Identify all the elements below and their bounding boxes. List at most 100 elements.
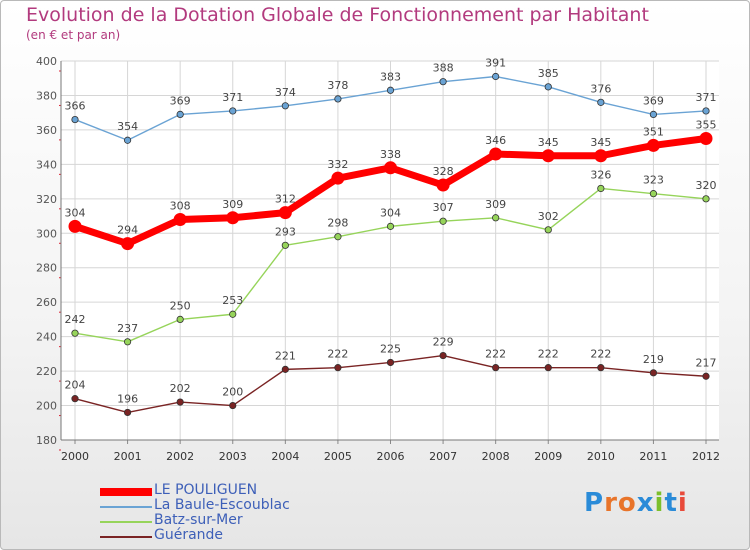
y-tick-label: 400	[36, 55, 57, 68]
data-point-guerande	[386, 358, 395, 367]
data-label-batz-sur-mer: 250	[170, 299, 191, 312]
data-label-le-pouliguen: 338	[380, 148, 401, 161]
y-tick-label: 240	[36, 331, 57, 344]
data-label-le-pouliguen: 332	[327, 158, 348, 171]
data-point-la-baule-escoublac	[386, 86, 395, 94]
data-point-le-pouliguen	[384, 161, 397, 175]
legend-label: La Baule-Escoublac	[154, 497, 290, 513]
data-label-batz-sur-mer: 307	[433, 201, 454, 214]
x-tick-label: 2011	[639, 450, 667, 463]
data-label-guerande: 219	[643, 353, 664, 366]
data-point-guerande	[176, 398, 184, 406]
data-label-la-baule-escoublac: 385	[538, 67, 559, 80]
legend-swatch	[100, 536, 152, 538]
data-point-le-pouliguen	[436, 178, 450, 192]
y-tick-label: 300	[36, 227, 57, 240]
data-label-guerande: 229	[433, 336, 454, 349]
data-label-batz-sur-mer: 237	[117, 322, 138, 335]
data-label-le-pouliguen: 345	[538, 136, 559, 149]
data-point-le-pouliguen	[489, 147, 503, 161]
data-point-guerande	[123, 408, 132, 417]
data-point-la-baule-escoublac	[702, 107, 710, 115]
data-label-guerande: 222	[538, 348, 559, 361]
data-point-la-baule-escoublac	[123, 136, 132, 144]
data-point-batz-sur-mer	[386, 222, 395, 230]
x-tick-label: 2007	[429, 450, 457, 463]
data-point-guerande	[649, 369, 658, 377]
data-point-batz-sur-mer	[229, 310, 237, 318]
data-label-batz-sur-mer: 242	[65, 313, 86, 326]
data-label-guerande: 217	[696, 356, 717, 369]
data-label-la-baule-escoublac: 371	[222, 91, 243, 104]
data-label-guerande: 200	[222, 386, 243, 399]
data-label-guerande: 222	[327, 348, 348, 361]
data-point-batz-sur-mer	[597, 184, 605, 193]
data-label-la-baule-escoublac: 374	[275, 86, 296, 99]
data-label-guerande: 222	[485, 348, 506, 361]
data-point-guerande	[439, 351, 447, 360]
data-label-le-pouliguen: 294	[117, 224, 138, 237]
x-tick-label: 2010	[587, 450, 615, 463]
data-label-le-pouliguen: 345	[590, 136, 611, 149]
chart-subtitle: (en € et par an)	[26, 28, 121, 42]
data-point-batz-sur-mer	[702, 195, 710, 203]
data-point-batz-sur-mer	[176, 315, 184, 324]
data-label-batz-sur-mer: 298	[327, 217, 348, 230]
y-tick-label: 260	[36, 296, 57, 309]
chart-title: Evolution de la Dotation Globale de Fonc…	[26, 4, 649, 26]
data-point-le-pouliguen	[541, 149, 555, 163]
data-point-le-pouliguen	[278, 206, 292, 220]
data-point-batz-sur-mer	[281, 241, 289, 249]
proxiti-logo: Proxiti	[584, 488, 688, 518]
legend-label: Batz-sur-Mer	[154, 512, 243, 528]
x-tick-label: 2003	[219, 450, 247, 463]
data-label-batz-sur-mer: 253	[222, 294, 243, 307]
x-tick-label: 2002	[166, 450, 194, 463]
y-tick-label: 180	[36, 434, 57, 447]
x-tick-label: 2012	[692, 450, 720, 463]
x-tick-label: 2000	[61, 450, 89, 463]
data-label-la-baule-escoublac: 383	[380, 70, 401, 83]
data-label-batz-sur-mer: 323	[643, 174, 664, 187]
data-label-la-baule-escoublac: 391	[485, 57, 506, 70]
data-point-le-pouliguen	[173, 212, 187, 226]
data-point-la-baule-escoublac	[439, 78, 447, 86]
data-label-le-pouliguen: 309	[222, 198, 243, 211]
data-point-guerande	[492, 364, 500, 372]
data-point-la-baule-escoublac	[71, 115, 79, 124]
legend-swatch	[100, 488, 152, 496]
data-point-la-baule-escoublac	[649, 110, 658, 119]
data-label-la-baule-escoublac: 369	[643, 94, 664, 107]
data-point-le-pouliguen	[121, 237, 135, 251]
legend-label: Guérande	[154, 527, 224, 543]
data-label-le-pouliguen: 351	[643, 125, 664, 138]
data-point-guerande	[229, 401, 237, 410]
data-label-batz-sur-mer: 293	[275, 225, 296, 238]
data-point-batz-sur-mer	[123, 338, 132, 346]
data-point-guerande	[334, 364, 342, 372]
data-label-batz-sur-mer: 326	[590, 168, 611, 181]
data-point-guerande	[544, 364, 552, 372]
x-tick-label: 2008	[482, 450, 510, 463]
y-tick-label: 200	[36, 400, 57, 413]
data-label-guerande: 196	[117, 392, 138, 405]
data-point-la-baule-escoublac	[334, 95, 342, 103]
data-label-le-pouliguen: 328	[433, 165, 454, 178]
data-label-batz-sur-mer: 302	[538, 210, 559, 223]
data-point-la-baule-escoublac	[597, 98, 605, 106]
data-label-la-baule-escoublac: 369	[170, 94, 191, 107]
data-point-batz-sur-mer	[649, 190, 658, 198]
data-label-guerande: 221	[275, 349, 296, 362]
data-point-la-baule-escoublac	[492, 72, 500, 81]
data-label-la-baule-escoublac: 371	[696, 91, 717, 104]
data-point-batz-sur-mer	[439, 217, 447, 225]
data-label-batz-sur-mer: 309	[485, 198, 506, 211]
x-tick-label: 2005	[324, 450, 352, 463]
data-point-le-pouliguen	[226, 211, 240, 225]
y-tick-label: 220	[36, 365, 57, 378]
data-point-guerande	[597, 364, 605, 372]
x-tick-label: 2009	[534, 450, 562, 463]
data-label-le-pouliguen: 312	[275, 193, 296, 206]
data-label-guerande: 225	[380, 342, 401, 355]
